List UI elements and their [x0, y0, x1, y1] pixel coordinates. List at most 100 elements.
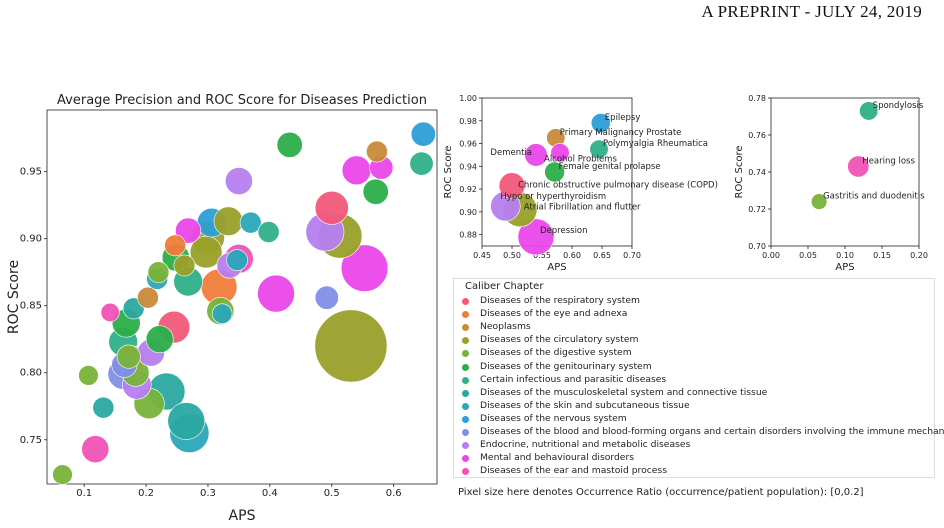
legend-label: Endocrine, nutritional and metabolic dis… — [480, 439, 691, 451]
legend-marker — [462, 442, 469, 450]
x-tick-label: 0.05 — [799, 251, 817, 260]
point-label: Alcohol Problems — [544, 155, 617, 165]
footnote: Pixel size here denotes Occurrence Ratio… — [458, 487, 864, 498]
point-label: Hearing loss — [862, 156, 915, 166]
scatter-point — [498, 172, 526, 199]
chart-title: Average Precision and ROC Score for Dise… — [57, 93, 427, 108]
legend-marker — [462, 376, 469, 384]
scatter-point — [366, 140, 388, 163]
legend-marker — [462, 311, 469, 319]
scatter-point — [524, 143, 548, 167]
y-axis-label: ROC Score — [734, 146, 745, 199]
scatter-point — [544, 161, 565, 183]
point-label: Atrial Fibrillation and flutter — [524, 203, 641, 213]
plot-frame — [770, 97, 920, 247]
y-tick-label: 0.74 — [748, 168, 766, 177]
y-tick-label: 0.90 — [459, 208, 477, 217]
y-axis-label: ROC Score — [443, 146, 454, 199]
x-axis-label: APS — [835, 262, 854, 273]
scatter-point — [810, 193, 828, 210]
point-label: Dementia — [490, 148, 532, 158]
y-tick-label: 0.76 — [748, 131, 766, 140]
y-tick-label: 1.00 — [459, 94, 477, 103]
point-label: Primary Malignancy Prostate — [560, 128, 682, 138]
scatter-point — [314, 285, 339, 310]
legend-label: Diseases of the ear and mastoid process — [480, 465, 668, 477]
scatter-point — [239, 211, 262, 234]
scatter-point — [589, 139, 609, 159]
scatter-point — [257, 221, 280, 243]
y-axis-label: ROC Score — [6, 260, 22, 334]
legend-label: Diseases of the digestive system — [480, 347, 632, 359]
scatter-point — [147, 261, 170, 284]
legend-marker — [462, 415, 469, 423]
y-tick-label: 0.95 — [20, 167, 42, 178]
scatter-point — [92, 396, 115, 419]
legend-label: Diseases of the nervous system — [480, 412, 627, 424]
y-tick-label: 0.94 — [459, 162, 477, 171]
x-tick-label: 0.45 — [473, 251, 491, 260]
y-tick-label: 0.96 — [459, 140, 477, 149]
point-label: Gastritis and duodenitis — [823, 192, 925, 202]
y-tick-label: 0.80 — [20, 368, 42, 379]
scatter-point — [314, 190, 349, 225]
scatter-point — [341, 155, 372, 186]
y-tick-label: 0.92 — [459, 185, 477, 194]
legend-label: Certain infectious and parasitic disease… — [480, 373, 667, 385]
y-tick-label: 0.72 — [748, 205, 766, 214]
legend-marker — [462, 429, 469, 436]
x-tick-label: 0.15 — [873, 251, 891, 260]
point-label: Female genital prolapse — [559, 162, 661, 172]
scatter-point — [550, 143, 570, 163]
legend-label: Diseases of the musculoskeletal system a… — [480, 386, 768, 398]
x-tick-label: 0.10 — [836, 251, 854, 260]
legend-label: Diseases of the eye and adnexa — [480, 308, 628, 320]
y-tick-label: 0.88 — [459, 231, 477, 240]
x-tick-label: 0.65 — [593, 251, 611, 260]
legend-marker — [462, 402, 469, 410]
x-tick-label: 0.70 — [623, 251, 641, 260]
scatter-point — [81, 435, 110, 464]
legend-marker — [462, 363, 469, 371]
scatter-point — [276, 131, 303, 158]
y-tick-label: 0.70 — [748, 242, 766, 251]
legend-box — [453, 278, 935, 478]
x-tick-label: 0.6 — [386, 488, 402, 499]
x-tick-label: 0.4 — [262, 488, 278, 499]
x-tick-label: 0.55 — [533, 251, 551, 260]
scatter-point — [116, 344, 141, 369]
y-tick-label: 0.75 — [20, 435, 42, 446]
y-tick-label: 0.98 — [459, 117, 477, 126]
legend-label: Diseases of the genitourinary system — [480, 360, 652, 372]
x-tick-label: 0.60 — [563, 251, 581, 260]
legend-marker — [462, 389, 469, 397]
legend-label: Diseases of the respiratory system — [480, 295, 640, 306]
legend-marker — [462, 337, 469, 345]
scatter-point — [410, 121, 436, 147]
y-tick-label: 0.85 — [20, 301, 42, 312]
point-label: Spondylosis — [873, 101, 924, 111]
scatter-point — [314, 309, 388, 383]
scatter-point — [211, 303, 233, 324]
legend-marker — [462, 350, 469, 358]
scatter-point — [517, 218, 555, 256]
scatter-point — [409, 151, 434, 176]
legend-title: Caliber Chapter — [465, 281, 544, 292]
x-tick-label: 0.50 — [503, 251, 521, 260]
point-label: Chronic obstructive pulmonary disease (C… — [518, 181, 718, 191]
point-label: Depression — [540, 226, 588, 236]
x-tick-label: 0.00 — [762, 251, 780, 260]
x-axis-label: APS — [547, 262, 566, 273]
scatter-point — [52, 464, 73, 485]
scatter-point — [145, 325, 174, 354]
point-label: Polymyalgia Rheumatica — [603, 139, 708, 149]
page-header: A PREPRINT - JULY 24, 2019 — [701, 2, 922, 21]
scatter-point — [590, 113, 611, 133]
legend-marker — [462, 468, 469, 476]
point-label: Hypo or hyperthyroidism — [500, 192, 606, 202]
scatter-point — [78, 365, 99, 386]
scatter-point — [257, 274, 295, 313]
scatter-point — [362, 178, 389, 205]
legend-marker — [462, 455, 469, 463]
